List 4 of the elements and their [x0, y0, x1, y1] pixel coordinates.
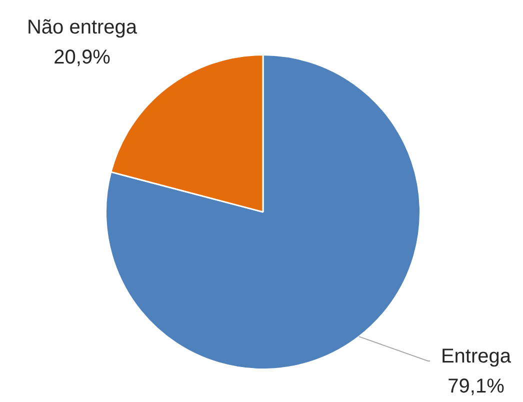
- slice-label: Não entrega: [26, 16, 138, 39]
- slice-label: Entrega: [440, 346, 512, 368]
- data-label: 20,9%: [54, 46, 111, 69]
- data-label: 79,1%: [448, 376, 505, 398]
